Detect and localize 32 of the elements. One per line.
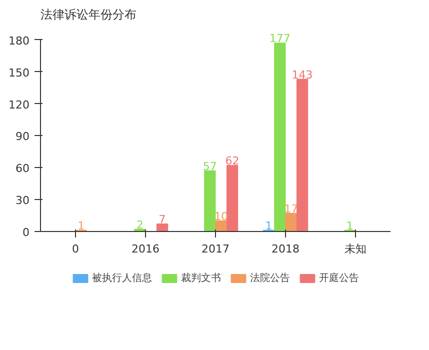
- legend-label: 被执行人信息: [92, 272, 152, 285]
- bar: [296, 78, 308, 232]
- bar: [156, 224, 168, 232]
- x-tick-label: 2017: [202, 242, 230, 256]
- bar: [274, 42, 286, 232]
- bar: [226, 165, 238, 232]
- data-label: 57: [202, 160, 217, 173]
- data-label: 1: [265, 219, 272, 232]
- data-label: 2: [136, 218, 144, 232]
- data-label: 177: [269, 32, 290, 46]
- x-tick-label: 未知: [344, 242, 366, 256]
- chart-title: 法律诉讼年份分布: [40, 8, 136, 22]
- data-label: 7: [158, 213, 166, 226]
- legend-label: 法院公告: [250, 272, 290, 285]
- bar: [204, 170, 216, 232]
- data-label: 62: [225, 154, 240, 168]
- x-tick-label: 2016: [132, 242, 160, 256]
- data-label: 1: [78, 219, 85, 232]
- legend-label: 开庭公告: [319, 272, 359, 285]
- y-tick-label: 90: [16, 130, 30, 144]
- x-tick-label: 0: [72, 242, 79, 256]
- y-tick-label: 180: [8, 34, 30, 48]
- data-label: 1: [346, 219, 354, 232]
- legend-label: 裁判文书: [181, 272, 221, 285]
- data-label: 143: [292, 68, 313, 82]
- y-tick-label: 150: [8, 66, 30, 80]
- y-tick-label: 0: [22, 226, 30, 239]
- y-tick-label: 60: [16, 162, 30, 176]
- bar: [285, 212, 297, 232]
- y-tick-label: 120: [8, 98, 30, 112]
- y-tick-label: 30: [16, 194, 30, 208]
- x-tick-label: 2018: [272, 242, 300, 256]
